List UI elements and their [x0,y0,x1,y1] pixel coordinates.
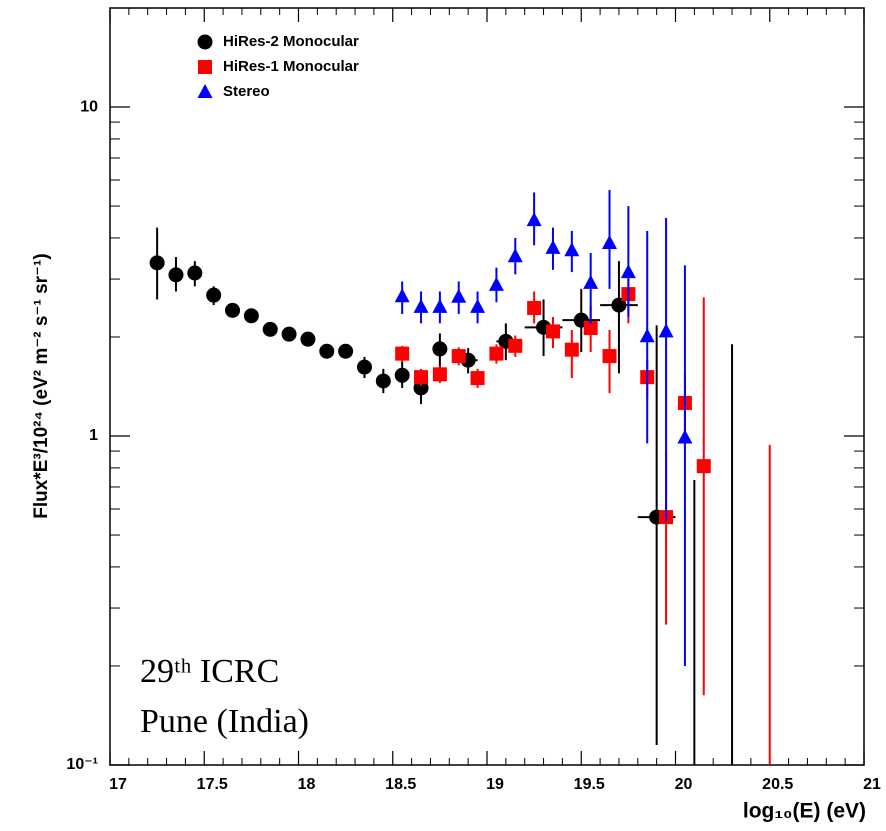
point [602,235,618,250]
legend-label: HiRes-1 Monocular [223,58,359,75]
point [375,373,391,389]
point [564,342,579,357]
point [488,276,504,291]
point [356,359,372,375]
point [489,346,504,361]
point [432,298,448,313]
point [451,288,467,303]
y-tick-label: 1 [89,427,98,444]
x-tick-label: 19.5 [574,776,605,793]
y-axis-label: Flux*E³/10²⁴ (eV² m⁻² s⁻¹ sr⁻¹) [31,253,52,518]
legend-marker [198,60,212,74]
point [300,331,316,347]
annotation: 29ᵗʰ ICRC [140,653,279,690]
y-tick-label: 10 [80,98,98,115]
x-tick-label: 17.5 [197,776,228,793]
point [432,367,447,382]
point [564,242,580,257]
point [243,308,259,324]
point [639,328,655,343]
point [187,265,203,281]
point [168,267,184,283]
point [470,298,486,313]
point [620,264,636,279]
annotation: Pune (India) [140,703,309,740]
point [206,287,222,303]
point [545,239,561,254]
plot-frame [109,7,865,766]
x-tick-label: 20.5 [762,776,793,793]
point [611,297,627,313]
point [507,248,523,263]
x-tick-label: 21 [863,776,881,793]
point [677,429,693,444]
point [149,255,165,271]
point [414,370,429,385]
point [338,343,354,359]
x-tick-label: 18 [298,776,316,793]
x-tick-label: 17 [109,776,127,793]
point [262,321,278,337]
point [470,371,485,386]
point [281,326,297,342]
x-axis-label: log₁₀(E) (eV) [743,800,866,823]
point [583,320,598,335]
point [602,349,617,364]
point [451,349,466,364]
legend-marker [197,34,213,50]
point [696,459,711,474]
point [394,288,410,303]
point [508,338,523,353]
y-tick-label: 10⁻¹ [66,756,98,773]
point [413,298,429,313]
point [319,343,335,359]
legend-label: Stereo [223,83,270,100]
point [394,367,410,383]
point [583,274,599,289]
x-tick-label: 19 [486,776,504,793]
point [526,212,542,227]
point [395,346,410,361]
legend-marker [197,84,213,98]
point [527,300,542,315]
point [225,302,241,318]
legend-label: HiRes-2 Monocular [223,33,359,50]
point [413,380,429,396]
x-tick-label: 20 [675,776,693,793]
point [658,323,674,338]
point [432,341,448,357]
x-tick-label: 18.5 [385,776,416,793]
point [545,324,560,339]
